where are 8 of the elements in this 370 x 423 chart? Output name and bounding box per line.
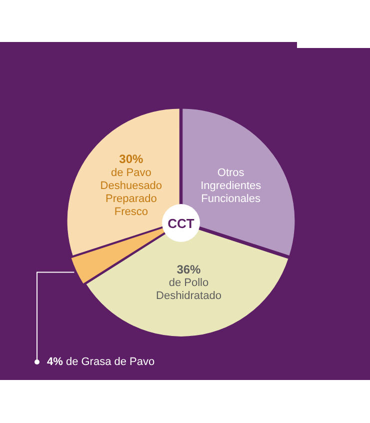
text: CCT [162, 204, 200, 242]
slice-label: de Pavo Deshuesado Preparado Fresco [100, 166, 162, 218]
data-label: 4% [47, 356, 64, 368]
data-label: 36% [176, 262, 202, 276]
data-label: 30% [119, 152, 144, 166]
slice-label: Otros Ingredientes Funcionales [200, 166, 262, 205]
slice-label: de Grasa de Pavo [66, 356, 155, 368]
slice-label: de Pollo Deshidratado [156, 277, 222, 302]
